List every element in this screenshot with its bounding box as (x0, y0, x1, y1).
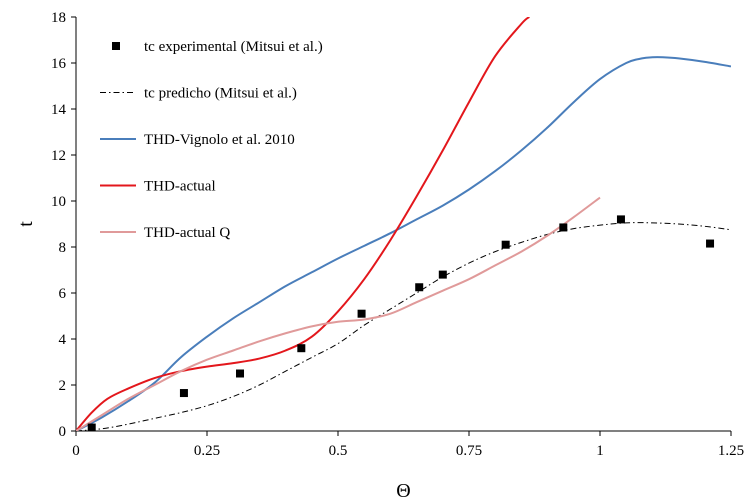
series-tc-experimental-mitsui-et-al-point (501, 240, 510, 249)
series-tc-experimental-mitsui-et-al-point (438, 270, 447, 279)
x-tick-label: 0.5 (329, 443, 348, 459)
y-tick-label: 2 (59, 378, 67, 394)
legend-label: THD-actual Q (144, 225, 230, 241)
y-tick-label: 18 (51, 10, 66, 26)
x-tick-label: 0.75 (456, 443, 482, 459)
y-tick-label: 6 (59, 286, 67, 302)
series-tc-experimental-mitsui-et-al-point (87, 423, 96, 431)
axes: 0 2 4 6 8 10 12 14 16 18 0 0.25 0.5 0.75 1 1.25 (51, 10, 744, 459)
series-tc-experimental-mitsui-et-al-point (179, 389, 188, 398)
y-axis-label: t (15, 221, 37, 227)
x-axis-label: Θ (396, 480, 410, 502)
legend-item-tc-experimental-mitsui-et-al: tc experimental (Mitsui et al.) (112, 39, 323, 55)
series-tc-experimental-mitsui-et-al-point (616, 215, 625, 224)
legend-label: tc predicho (Mitsui et al.) (144, 86, 297, 102)
legend-item-thd-actual-q: THD-actual Q (100, 225, 230, 241)
legend-item-thd-actual: THD-actual (100, 179, 216, 195)
legend-label: THD-Vignolo et al. 2010 (144, 132, 295, 148)
legend-label: THD-actual (144, 179, 216, 195)
series-tc-predicho-mitsui-et-al-line (76, 222, 731, 431)
series-tc-experimental-mitsui-et-al-point (297, 344, 306, 353)
series-tc-experimental-mitsui-et-al-point (357, 309, 366, 318)
legend-label: tc experimental (Mitsui et al.) (144, 39, 323, 55)
legend-item-thd-vignolo-et-al-2010: THD-Vignolo et al. 2010 (100, 132, 295, 148)
series-tc-experimental-mitsui-et-al-point (559, 223, 568, 232)
y-tick-label: 12 (51, 148, 66, 164)
series-thd-actual-q-line (76, 196, 601, 431)
y-tick-label: 10 (51, 194, 66, 210)
y-tick-label: 0 (59, 424, 67, 440)
y-tick-label: 14 (51, 102, 67, 118)
series-tc-experimental-mitsui-et-al-point (706, 239, 715, 248)
series-thd-actual-line (76, 17, 530, 431)
series-thd-vignolo-et-al-2010-line (76, 56, 731, 431)
x-tick-label: 0.25 (194, 443, 220, 459)
series-tc-experimental-mitsui-et-al-point (236, 369, 245, 378)
series-tc-experimental-mitsui-et-al-point (415, 283, 424, 292)
y-tick-label: 16 (51, 56, 67, 72)
legend-item-tc-predicho-mitsui-et-al: tc predicho (Mitsui et al.) (100, 86, 297, 102)
plot-area (76, 17, 731, 431)
y-tick-label: 8 (59, 240, 67, 256)
legend-marker (112, 42, 120, 50)
legend: tc experimental (Mitsui et al.) tc predic… (100, 39, 323, 241)
x-tick-label: 1.25 (718, 443, 744, 459)
x-tick-label: 1 (596, 443, 604, 459)
y-tick-label: 4 (59, 332, 67, 348)
x-tick-label: 0 (72, 443, 80, 459)
